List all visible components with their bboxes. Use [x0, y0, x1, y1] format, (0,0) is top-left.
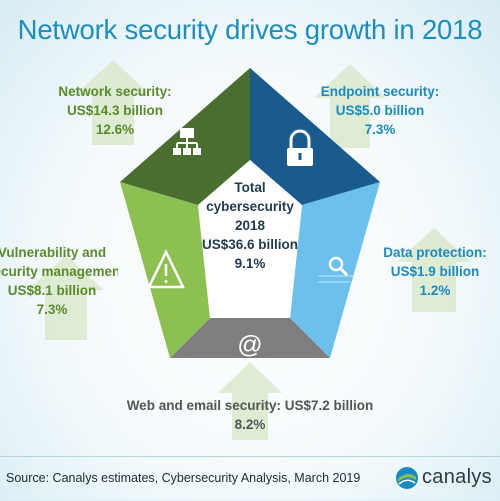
growth-arrow-data	[397, 228, 471, 312]
label-endpoint-growth: 7.3%	[364, 122, 396, 137]
footer: Source: Canalys estimates, Cybersecurity…	[0, 456, 500, 501]
label-vulnerability-value: US$8.1 billion	[7, 283, 97, 298]
label-vulnerability: Vulnerability and security management: U…	[0, 243, 118, 319]
network-icon	[173, 128, 201, 155]
brand-logo: canalys	[395, 463, 500, 493]
at-icon: @	[237, 331, 262, 359]
label-data-name: Data protection:	[383, 245, 487, 260]
label-data: Data protection: US$1.9 billion 1.2%	[380, 243, 490, 300]
growth-arrows	[28, 60, 471, 440]
center-total: Total cybersecurity 2018 US$36.6 billion…	[190, 178, 310, 273]
label-web-name-value: Web and email security: US$7.2 billion	[100, 396, 400, 415]
label-endpoint: Endpoint security: US$5.0 billion 7.3%	[310, 82, 450, 139]
label-data-growth: 1.2%	[419, 283, 451, 298]
label-endpoint-name: Endpoint security:	[320, 84, 440, 99]
label-web-name: Web and email security:	[126, 398, 281, 413]
label-network: Network security: US$14.3 billion 12.6%	[50, 82, 180, 139]
label-network-growth: 12.6%	[95, 122, 135, 137]
center-line-2: cybersecurity	[206, 199, 294, 214]
warning-icon	[147, 249, 185, 289]
label-vulnerability-growth: 7.3%	[36, 302, 68, 317]
label-web-value: US$7.2 billion	[284, 398, 374, 413]
segment-endpoint	[250, 68, 380, 205]
chart-title: Network security drives growth in 2018	[17, 14, 483, 45]
label-data-value: US$1.9 billion	[390, 264, 480, 279]
label-vulnerability-name-1: Vulnerability and	[0, 245, 107, 260]
label-network-name: Network security:	[58, 84, 172, 99]
growth-arrow-vulnerability	[28, 255, 104, 340]
growth-arrow-endpoint	[314, 64, 386, 148]
label-network-value: US$14.3 billion	[66, 103, 164, 118]
magnifier-icon	[318, 256, 356, 283]
segment-web	[170, 318, 330, 358]
label-web-growth: 8.2%	[234, 417, 266, 432]
growth-arrow-network	[75, 60, 151, 145]
lock-icon	[287, 129, 313, 166]
label-vulnerability-name-2: security management:	[0, 264, 118, 279]
inner-pentagon	[198, 160, 302, 318]
source-note: Source: Canalys estimates, Cybersecurity…	[6, 471, 361, 485]
center-line-3: 2018	[234, 218, 266, 233]
label-endpoint-value: US$5.0 billion	[335, 103, 425, 118]
growth-arrow-web	[218, 362, 282, 440]
brand-name: canalys	[422, 466, 492, 488]
brand-logo-icon	[396, 467, 418, 489]
center-line-4: US$36.6 billion	[201, 237, 299, 252]
center-line-1: Total	[234, 180, 266, 195]
label-web: Web and email security: US$7.2 billion 8…	[100, 396, 400, 434]
center-line-5: 9.1%	[234, 256, 266, 271]
